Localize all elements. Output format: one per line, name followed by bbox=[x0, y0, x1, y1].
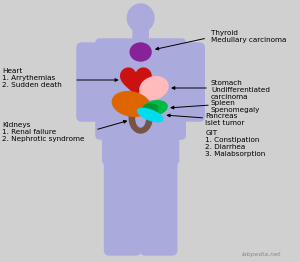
Text: GIT
1. Constipation
2. Diarrhea
3. Malabsorption: GIT 1. Constipation 2. Diarrhea 3. Malab… bbox=[205, 130, 266, 157]
Ellipse shape bbox=[112, 92, 150, 116]
FancyBboxPatch shape bbox=[103, 126, 178, 164]
FancyBboxPatch shape bbox=[141, 150, 177, 255]
Ellipse shape bbox=[137, 108, 163, 122]
Text: Heart
1. Arrythemias
2. Sudden death: Heart 1. Arrythemias 2. Sudden death bbox=[2, 68, 62, 88]
Ellipse shape bbox=[142, 104, 158, 114]
Ellipse shape bbox=[129, 103, 152, 133]
FancyBboxPatch shape bbox=[104, 150, 141, 255]
Ellipse shape bbox=[130, 43, 151, 61]
FancyBboxPatch shape bbox=[133, 28, 148, 44]
FancyBboxPatch shape bbox=[174, 43, 204, 121]
Text: Pancreas
Islet tumor: Pancreas Islet tumor bbox=[205, 113, 244, 126]
Text: Kidneys
1. Renal failure
2. Nephrotic syndrome: Kidneys 1. Renal failure 2. Nephrotic sy… bbox=[2, 122, 84, 142]
FancyBboxPatch shape bbox=[77, 43, 107, 121]
Ellipse shape bbox=[127, 4, 154, 32]
Polygon shape bbox=[121, 68, 151, 97]
Text: Stomach
Undifferentiated
carcinoma: Stomach Undifferentiated carcinoma bbox=[211, 80, 270, 100]
FancyBboxPatch shape bbox=[96, 39, 185, 139]
Text: Spleen
Spenomegaly: Spleen Spenomegaly bbox=[211, 100, 260, 113]
Ellipse shape bbox=[136, 109, 146, 127]
Text: labpedia.net: labpedia.net bbox=[242, 252, 281, 257]
Ellipse shape bbox=[140, 77, 168, 99]
Text: Thyroid
Medullary carcinoma: Thyroid Medullary carcinoma bbox=[211, 30, 286, 43]
Ellipse shape bbox=[143, 101, 167, 115]
